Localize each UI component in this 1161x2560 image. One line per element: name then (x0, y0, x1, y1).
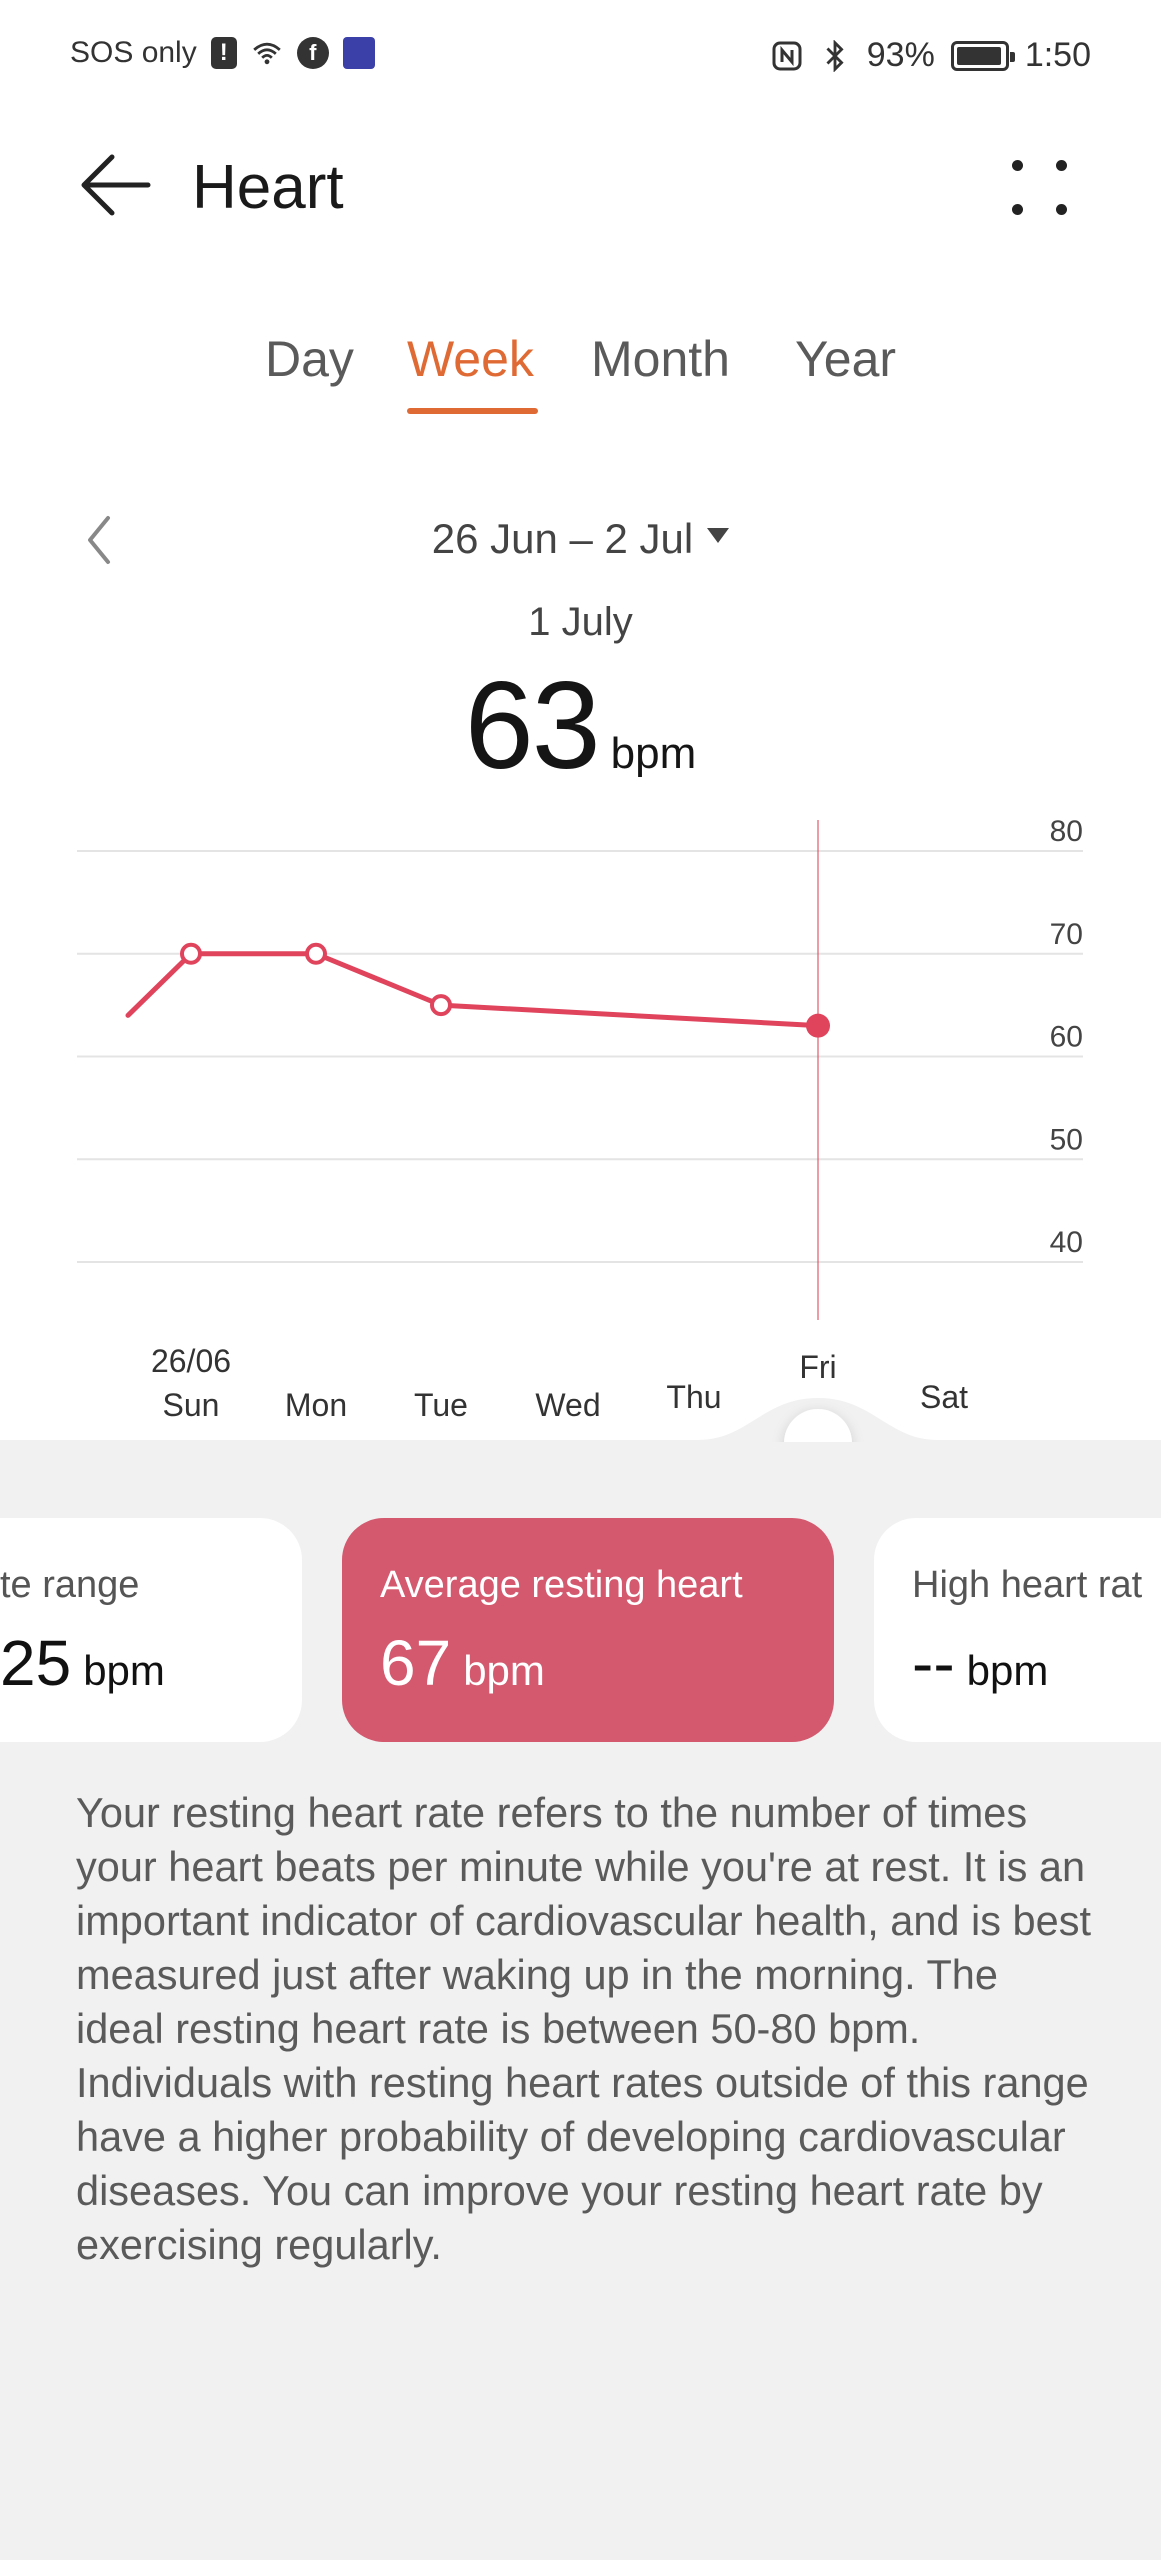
data-point[interactable] (180, 942, 202, 965)
x-tick-label[interactable]: Sun (163, 1387, 220, 1423)
card-label: High heart rat (912, 1564, 1143, 1606)
facebook-icon: f (296, 37, 329, 69)
chart-svg[interactable]: 80 70 60 50 40 Sun Mon Tue Wed Thu Fri Sat 26/06 (0, 800, 1161, 1442)
selected-date: 1 July (528, 600, 633, 644)
y-tick-label: 40 (1050, 1226, 1083, 1259)
card-label: te range (0, 1564, 140, 1606)
bluetooth-icon (826, 39, 844, 72)
data-point-selected[interactable] (806, 1013, 830, 1038)
more-options-icon[interactable] (1010, 158, 1070, 218)
active-tab-indicator (407, 408, 538, 414)
card-unit: bpm (463, 1647, 545, 1694)
battery-icon (950, 40, 1015, 71)
app-header: Heart (0, 130, 1161, 240)
card-label: Average resting heart (380, 1564, 743, 1606)
alert-icon: ! (210, 37, 237, 69)
card-unit: bpm (966, 1647, 1049, 1694)
x-date-label: 26/06 (151, 1343, 231, 1379)
card-number: -- (912, 1627, 955, 1699)
x-tick-label[interactable]: Mon (285, 1387, 347, 1423)
tab-day[interactable]: Day (265, 331, 354, 387)
tab-year[interactable]: Year (795, 331, 897, 387)
status-left: SOS only ! f (70, 36, 375, 70)
scrubber-track (0, 1398, 1161, 1442)
card-heart-rate-range[interactable]: te range 25 bpm (0, 1518, 302, 1742)
y-tick-label: 50 (1050, 1123, 1083, 1156)
back-arrow-icon[interactable] (78, 148, 152, 222)
battery-percent: 93% (866, 36, 935, 74)
metric-cards: te range 25 bpm Average resting heart 67 b… (0, 1518, 1161, 1744)
clock: 1:50 (1024, 36, 1091, 74)
period-tabs: Day Week Month Year (0, 330, 1161, 420)
card-average-resting-heart[interactable]: Average resting heart 67 bpm (342, 1518, 834, 1742)
status-right: 93% 1:50 (771, 36, 1091, 75)
x-tick-label[interactable]: Wed (535, 1387, 600, 1423)
card-high-heart-rate[interactable]: High heart rat -- bpm (874, 1518, 1161, 1742)
card-value: 67 bpm (380, 1626, 545, 1700)
card-value: -- bpm (912, 1626, 1048, 1700)
status-bar: SOS only ! f 93% 1:50 (0, 0, 1161, 112)
app-notification-icon (342, 37, 375, 69)
y-tick-label: 80 (1050, 815, 1083, 848)
top-panel (0, 0, 1161, 1442)
x-tick-label[interactable]: Fri (799, 1349, 836, 1385)
card-number: 67 (380, 1627, 452, 1699)
heart-rate-value: 63 (464, 657, 601, 795)
scrubber-knob[interactable] (784, 1409, 852, 1442)
date-range-label: 26 Jun – 2 Jul (431, 515, 694, 562)
tab-week[interactable]: Week (407, 331, 534, 387)
x-tick-label[interactable]: Sat (920, 1379, 968, 1415)
card-value: 25 bpm (0, 1626, 165, 1700)
date-range-selector[interactable]: 26 Jun – 2 Jul (0, 515, 1161, 563)
card-unit: bpm (83, 1647, 165, 1694)
resting-heart-rate-description: Your resting heart rate refers to the nu… (76, 1789, 1091, 2268)
series-line (125, 951, 821, 1029)
heart-rate-chart[interactable]: 80 70 60 50 40 Sun Mon Tue Wed Thu Fri Sat 26/06 (0, 800, 1161, 1442)
x-tick-label[interactable]: Thu (666, 1379, 721, 1415)
y-tick-label: 60 (1050, 1021, 1083, 1054)
heart-rate-unit: bpm (610, 729, 697, 778)
card-number: 25 (0, 1627, 72, 1699)
x-tick-label[interactable]: Tue (414, 1387, 468, 1423)
page-title: Heart (192, 153, 344, 222)
y-tick-label: 70 (1050, 918, 1083, 951)
carrier-text: SOS only (70, 36, 197, 69)
selected-value: 63 bpm (0, 655, 1161, 797)
wifi-icon (253, 42, 281, 65)
data-point[interactable] (430, 994, 452, 1017)
dropdown-caret-icon (707, 528, 730, 544)
data-point[interactable] (305, 942, 327, 965)
previous-period-icon[interactable] (76, 510, 122, 570)
tab-month[interactable]: Month (591, 331, 730, 387)
nfc-icon (772, 41, 802, 70)
